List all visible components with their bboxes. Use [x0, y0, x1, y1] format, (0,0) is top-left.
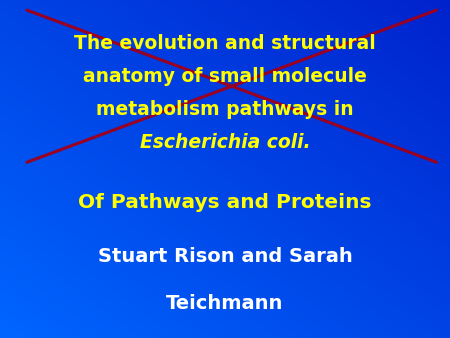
Text: metabolism pathways in: metabolism pathways in	[96, 100, 354, 119]
Text: Of Pathways and Proteins: Of Pathways and Proteins	[78, 193, 372, 212]
Text: Stuart Rison and Sarah: Stuart Rison and Sarah	[98, 247, 352, 266]
Text: Escherichia coli.: Escherichia coli.	[140, 133, 310, 152]
Text: anatomy of small molecule: anatomy of small molecule	[83, 67, 367, 86]
Text: The evolution and structural: The evolution and structural	[74, 34, 376, 53]
Text: Teichmann: Teichmann	[166, 294, 284, 313]
